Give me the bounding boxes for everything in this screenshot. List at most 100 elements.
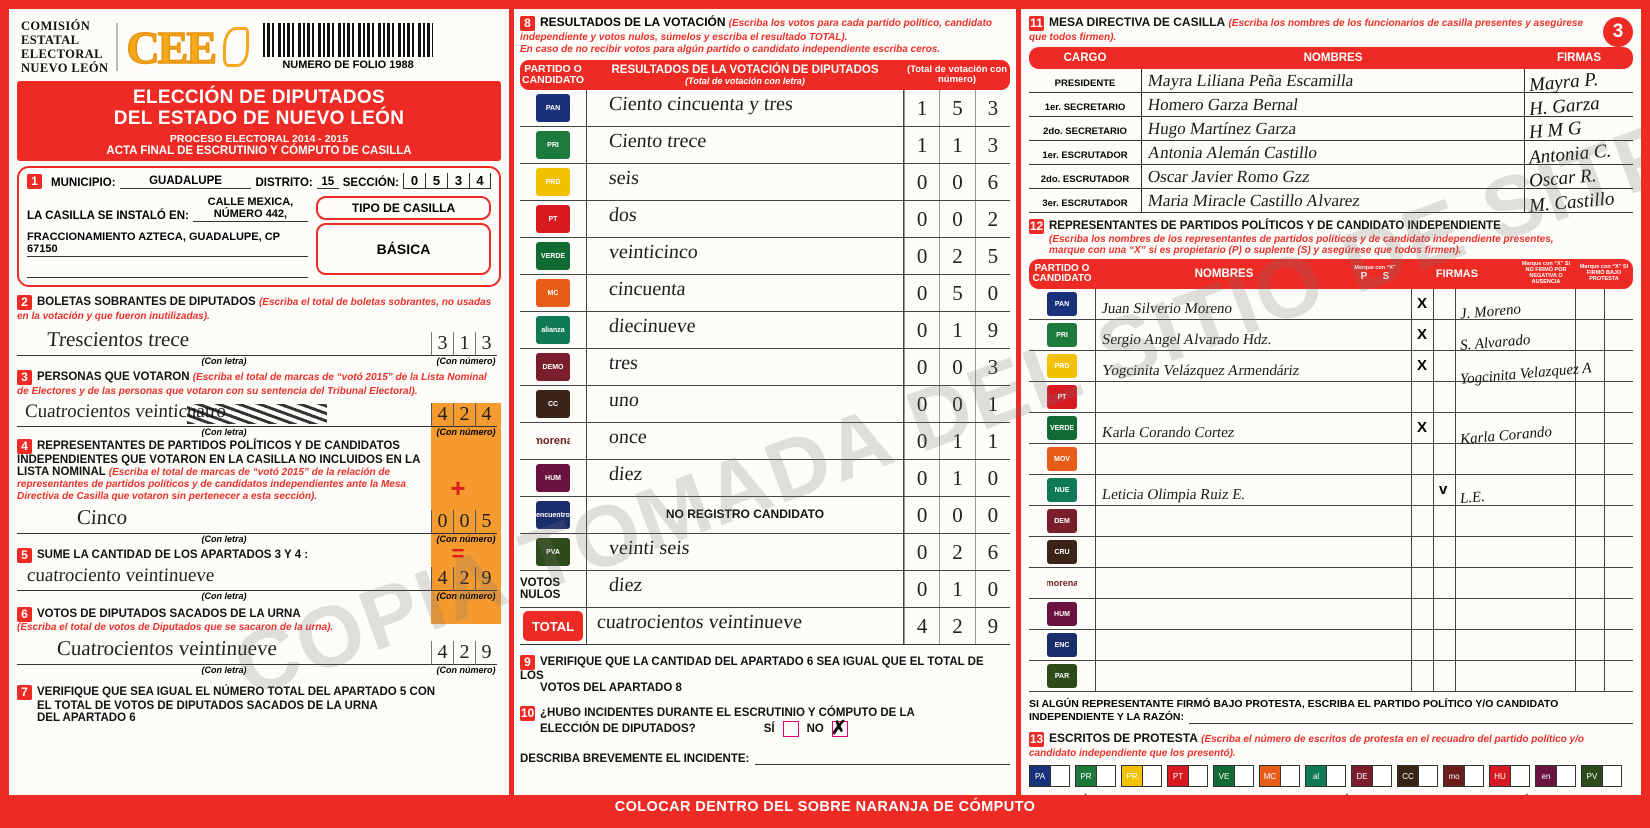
votes-letra-cell[interactable]: diecinueve bbox=[586, 312, 904, 349]
rep-nombre-cell[interactable]: Yogcinita Velázquez Armendáriz bbox=[1095, 351, 1411, 381]
mesa-nombre-cell[interactable]: Hugo Martínez Garza bbox=[1141, 117, 1525, 140]
protest-count-field[interactable] bbox=[1050, 766, 1069, 787]
rep-suplente-cell[interactable] bbox=[1433, 444, 1455, 474]
protest-box[interactable]: PR bbox=[1075, 765, 1116, 788]
votes-letra-cell[interactable]: Ciento cincuenta y tres bbox=[586, 90, 904, 127]
rep-nombre-cell[interactable]: Leticia Olimpia Ruiz E. bbox=[1095, 475, 1411, 505]
rep-protesta-cell[interactable] bbox=[1604, 320, 1633, 350]
rep-suplente-cell[interactable] bbox=[1433, 413, 1455, 443]
tipo-casilla-value[interactable]: BÁSICA bbox=[316, 222, 491, 275]
protest-count-field[interactable] bbox=[1510, 766, 1529, 787]
rep-protesta-cell[interactable] bbox=[1604, 568, 1633, 598]
rep-negativa-cell[interactable] bbox=[1575, 599, 1604, 629]
mesa-nombre-cell[interactable]: Maria Miracle Castillo Alvarez bbox=[1141, 189, 1525, 212]
distrito-value[interactable]: 15 bbox=[316, 176, 339, 189]
total-letra[interactable]: cuatrocientos veintinueve bbox=[596, 611, 803, 634]
section-6-value-letra[interactable]: Cuatrocientos veintinueve bbox=[56, 635, 278, 660]
protest-box[interactable]: CC bbox=[1397, 765, 1438, 788]
rep-nombre-cell[interactable] bbox=[1095, 599, 1411, 629]
rep-suplente-cell[interactable] bbox=[1433, 537, 1455, 567]
direccion-line-1[interactable]: CALLE MEXICA, NÚMERO 442, bbox=[192, 196, 308, 222]
rep-nombre-cell[interactable] bbox=[1095, 444, 1411, 474]
votes-letra-cell[interactable]: diez bbox=[586, 460, 904, 497]
rep-propietario-cell[interactable]: X bbox=[1411, 320, 1433, 350]
rep-protesta-cell[interactable] bbox=[1604, 475, 1633, 505]
rep-protesta-cell[interactable] bbox=[1604, 413, 1633, 443]
rep-firma-cell[interactable] bbox=[1455, 568, 1575, 598]
rep-firma-cell[interactable] bbox=[1455, 444, 1575, 474]
rep-protesta-cell[interactable] bbox=[1604, 382, 1633, 412]
rep-nombre-cell[interactable] bbox=[1095, 630, 1411, 660]
section-2-value-letra[interactable]: Trescientos trece bbox=[46, 326, 190, 351]
section-4-value-letra[interactable]: Cinco bbox=[76, 504, 129, 529]
protest-count-field[interactable] bbox=[1418, 766, 1437, 787]
rep-firma-cell[interactable] bbox=[1455, 537, 1575, 567]
rep-negativa-cell[interactable] bbox=[1575, 289, 1604, 319]
protest-box[interactable]: en bbox=[1535, 765, 1576, 788]
votes-letra-cell[interactable]: cincuenta bbox=[586, 275, 904, 312]
rep-protesta-cell[interactable] bbox=[1604, 444, 1633, 474]
section-5-value-letra[interactable]: cuatrociento veintinueve bbox=[26, 564, 216, 586]
rep-suplente-cell[interactable] bbox=[1433, 568, 1455, 598]
rep-propietario-cell[interactable] bbox=[1411, 506, 1433, 536]
protest-box[interactable]: MC bbox=[1259, 765, 1300, 788]
incidente-line-1[interactable] bbox=[755, 751, 1010, 766]
rep-protesta-cell[interactable] bbox=[1604, 537, 1633, 567]
rep-negativa-cell[interactable] bbox=[1575, 661, 1604, 691]
rep-negativa-cell[interactable] bbox=[1575, 351, 1604, 381]
rep-negativa-cell[interactable] bbox=[1575, 475, 1604, 505]
rep-suplente-cell[interactable] bbox=[1433, 382, 1455, 412]
rep-suplente-cell[interactable]: v bbox=[1433, 475, 1455, 505]
direccion-line-3[interactable] bbox=[27, 265, 308, 278]
mesa-firma-cell[interactable]: Antonia C. bbox=[1525, 140, 1633, 168]
votes-letra-cell[interactable]: veinticinco bbox=[586, 238, 904, 275]
protest-box[interactable]: DE bbox=[1351, 765, 1392, 788]
municipio-value[interactable]: GUADALUPE bbox=[119, 175, 252, 189]
mesa-firma-cell[interactable]: Mayra P. bbox=[1525, 69, 1633, 96]
section-2-digits[interactable]: 3 1 3 bbox=[431, 331, 501, 356]
protest-box[interactable]: mo bbox=[1443, 765, 1484, 788]
rep-nombre-cell[interactable] bbox=[1095, 568, 1411, 598]
votes-letra-cell[interactable]: Ciento trece bbox=[586, 127, 904, 164]
rep-negativa-cell[interactable] bbox=[1575, 630, 1604, 660]
rep-suplente-cell[interactable] bbox=[1433, 599, 1455, 629]
protest-count-field[interactable] bbox=[1556, 766, 1575, 787]
rep-nombre-cell[interactable] bbox=[1095, 506, 1411, 536]
rep-nombre-cell[interactable] bbox=[1095, 661, 1411, 691]
protest-box[interactable]: HU bbox=[1489, 765, 1530, 788]
section-5-digits[interactable]: 4 2 9 bbox=[431, 566, 501, 591]
mesa-nombre-cell[interactable]: Homero Garza Bernal bbox=[1141, 93, 1525, 116]
rep-propietario-cell[interactable] bbox=[1411, 568, 1433, 598]
votes-letra-cell[interactable]: uno bbox=[586, 386, 904, 423]
rep-nombre-cell[interactable]: Juan Silverio Moreno bbox=[1095, 289, 1411, 319]
rep-firma-cell[interactable] bbox=[1455, 661, 1575, 691]
mesa-firma-cell[interactable]: H. Garza bbox=[1525, 93, 1633, 120]
rep-negativa-cell[interactable] bbox=[1575, 568, 1604, 598]
rep-firma-cell[interactable]: S. Alvarado bbox=[1455, 320, 1575, 354]
rep-firma-cell[interactable] bbox=[1455, 630, 1575, 660]
rep-propietario-cell[interactable]: X bbox=[1411, 289, 1433, 319]
rep-propietario-cell[interactable] bbox=[1411, 444, 1433, 474]
rep-firma-cell[interactable]: Yogcinita Velazquez A bbox=[1455, 351, 1592, 388]
votes-letra-cell[interactable]: dos bbox=[586, 201, 904, 238]
votes-letra-cell[interactable]: veinti seis bbox=[586, 534, 904, 571]
votes-letra-cell[interactable]: tres bbox=[586, 349, 904, 386]
protest-count-field[interactable] bbox=[1188, 766, 1207, 787]
rep-firma-cell[interactable] bbox=[1455, 382, 1575, 412]
rep-propietario-cell[interactable]: X bbox=[1411, 351, 1433, 381]
rep-protesta-cell[interactable] bbox=[1604, 630, 1633, 660]
mesa-nombre-cell[interactable]: Mayra Liliana Peña Escamilla bbox=[1141, 69, 1525, 92]
rep-firma-cell[interactable]: J. Moreno bbox=[1455, 289, 1575, 323]
rep-nombre-cell[interactable] bbox=[1095, 537, 1411, 567]
rep-nombre-cell[interactable] bbox=[1095, 382, 1411, 412]
rep-propietario-cell[interactable]: X bbox=[1411, 413, 1433, 443]
mesa-firma-cell[interactable]: H M G bbox=[1525, 117, 1633, 144]
rep-propietario-cell[interactable] bbox=[1411, 661, 1433, 691]
si-checkbox[interactable] bbox=[782, 721, 799, 738]
